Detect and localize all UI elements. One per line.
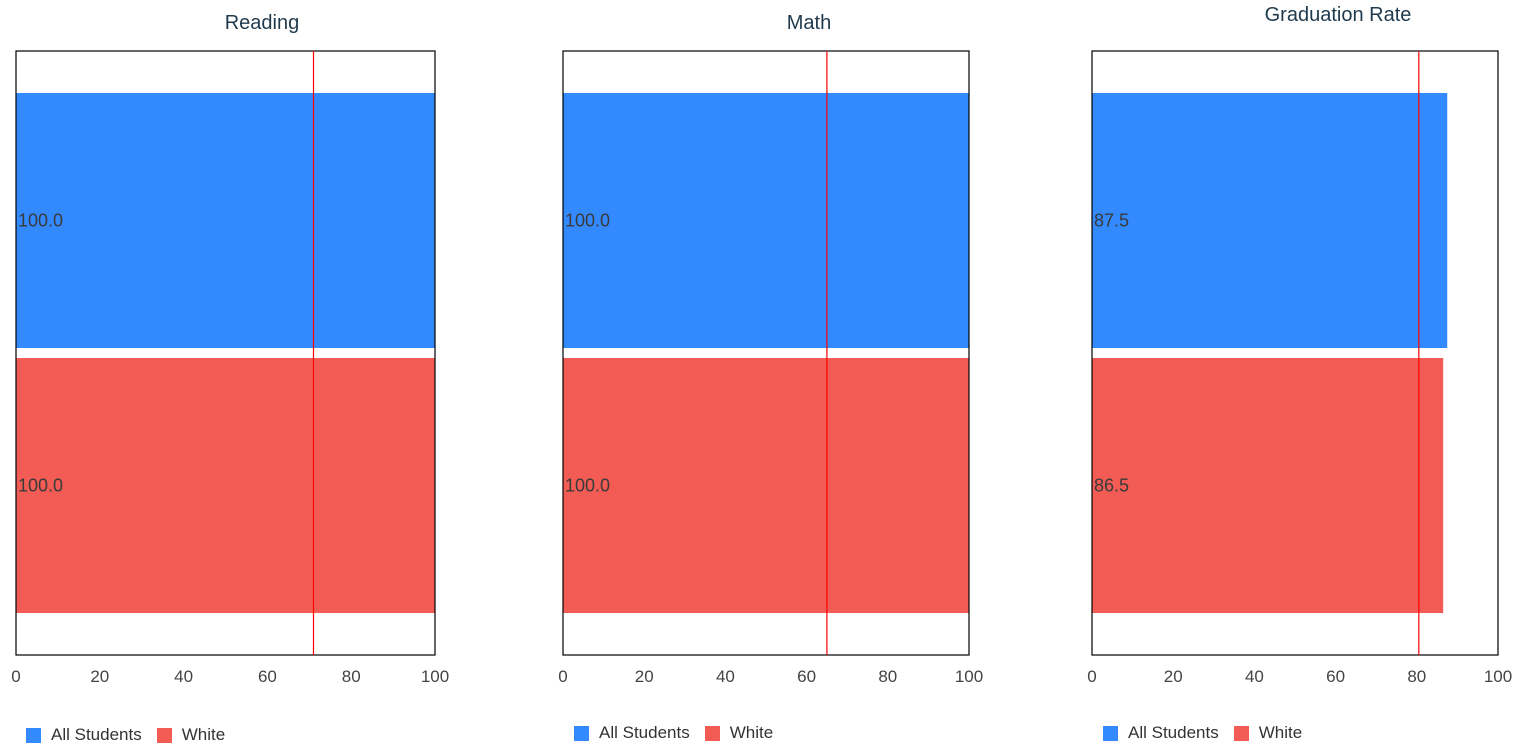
legend-item-white[interactable]: White [156, 725, 226, 745]
chart-title: Graduation Rate [1265, 4, 1412, 26]
legend-swatch-all-students [574, 725, 589, 741]
plot-frame [1091, 50, 1499, 656]
x-tick-label: 40 [1245, 667, 1264, 686]
x-tick-label: 0 [558, 667, 567, 686]
plot-frame [15, 50, 436, 656]
chart-panel-math: Math 100.0 100.0 0 20 40 60 80 100 All Students … [540, 0, 1010, 747]
bar-value-label: 100.0 [565, 211, 610, 231]
x-tick-label: 0 [11, 667, 20, 686]
legend-label-white: White [181, 725, 226, 744]
bar-value-label: 100.0 [565, 476, 610, 496]
legend-item-white[interactable]: White [704, 723, 774, 743]
legend-swatch-all-students [1103, 725, 1118, 741]
legend-item-all-students[interactable]: All Students [1103, 723, 1219, 743]
legend-label-white: White [729, 723, 774, 742]
x-tick-label: 60 [258, 667, 277, 686]
bar-value-label: 87.5 [1094, 211, 1129, 231]
x-tick-label: 80 [878, 667, 897, 686]
x-tick-label: 100 [955, 667, 983, 686]
legend-label-white: White [1258, 723, 1303, 742]
bar-value-label: 86.5 [1094, 476, 1129, 496]
x-tick-label: 60 [1326, 667, 1345, 686]
x-tick-label: 40 [174, 667, 193, 686]
x-tick-label: 80 [342, 667, 361, 686]
legend-label-all-students: All Students [51, 725, 142, 744]
chart-panel-reading: Reading 100.0 100.0 0 20 40 60 80 100 All Studen… [0, 0, 470, 747]
legend-label-all-students: All Students [599, 723, 690, 742]
chart-title: Reading [225, 12, 300, 34]
legend-swatch-white [704, 725, 720, 741]
x-tick-label: 20 [1164, 667, 1183, 686]
x-tick-label: 20 [90, 667, 109, 686]
legend-label-all-students: All Students [1128, 723, 1219, 742]
legend-item-all-students[interactable]: All Students [574, 723, 690, 743]
graduation-rate-chart: Graduation Rate 87.5 86.5 0 20 40 60 80 100 [1087, 4, 1512, 686]
legend-item-white[interactable]: White [1233, 723, 1303, 743]
plot-frame [562, 50, 970, 656]
bar-all-students[interactable] [563, 93, 969, 348]
x-tick-label: 0 [1087, 667, 1096, 686]
legend-swatch-all-students [26, 727, 41, 743]
legend-graduation-rate: All Students White [1103, 723, 1317, 743]
x-tick-label: 20 [635, 667, 654, 686]
bar-value-label: 100.0 [18, 211, 63, 231]
bar-white[interactable] [16, 358, 435, 613]
x-tick-label: 100 [421, 667, 449, 686]
math-chart: Math 100.0 100.0 0 20 40 60 80 100 [558, 12, 983, 686]
x-tick-label: 40 [716, 667, 735, 686]
bar-value-label: 100.0 [18, 476, 63, 496]
chart-title: Math [787, 12, 831, 34]
bar-all-students[interactable] [1092, 93, 1448, 348]
reading-chart: Reading 100.0 100.0 0 20 40 60 80 100 [11, 12, 449, 686]
bar-all-students[interactable] [16, 93, 435, 348]
x-tick-label: 60 [797, 667, 816, 686]
legend-swatch-white [1233, 725, 1249, 741]
legend-math: All Students White [574, 723, 788, 743]
legend-reading: All Students White [26, 725, 240, 745]
legend-item-all-students[interactable]: All Students [26, 725, 142, 745]
bar-white[interactable] [563, 358, 969, 613]
chart-panel-graduation-rate: Graduation Rate 87.5 86.5 0 20 40 60 80 100 All … [1070, 0, 1528, 747]
bar-white[interactable] [1092, 358, 1444, 613]
legend-swatch-white [156, 727, 172, 743]
x-tick-label: 100 [1484, 667, 1512, 686]
x-tick-label: 80 [1407, 667, 1426, 686]
